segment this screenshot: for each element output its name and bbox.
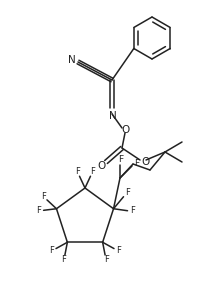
Text: F: F [62,255,66,264]
Text: O: O [97,161,105,171]
Text: F: F [36,206,41,215]
Text: N: N [109,111,117,121]
Text: F: F [130,206,135,215]
Text: F: F [104,255,109,264]
Text: F: F [49,247,54,255]
Text: F: F [41,192,46,201]
Text: F: F [125,188,130,197]
Text: N: N [68,55,76,65]
Text: F: F [134,158,140,168]
Text: F: F [75,167,80,176]
Text: O: O [141,157,149,167]
Text: O: O [122,125,130,135]
Text: F: F [118,155,123,164]
Text: F: F [90,167,95,176]
Text: F: F [116,247,121,255]
